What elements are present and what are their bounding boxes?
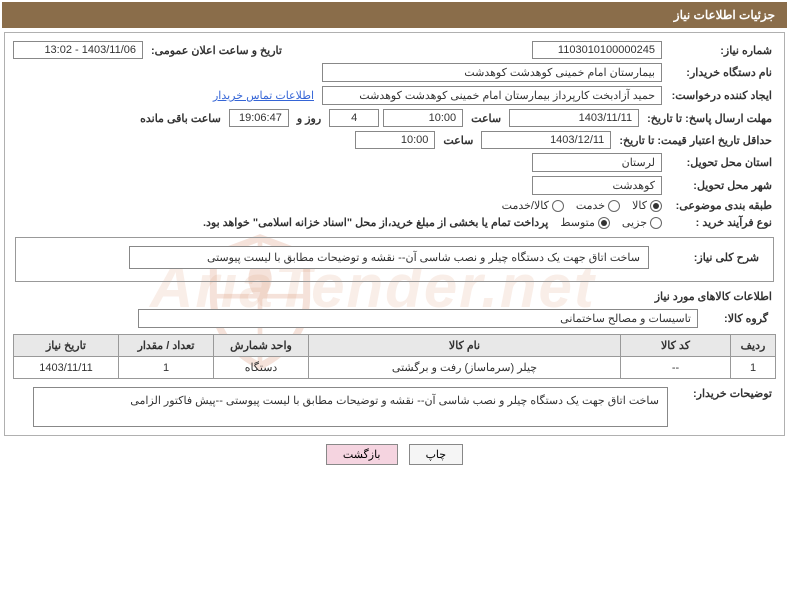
- resp-time-value: 10:00: [383, 109, 463, 127]
- resp-date-value: 1403/11/11: [509, 109, 639, 127]
- category-label: طبقه بندی موضوعی:: [666, 199, 776, 212]
- row-process-type: نوع فرآیند خرید : جزیی متوسط پرداخت تمام…: [13, 216, 776, 229]
- cell-name: چیلر (سرماساز) رفت و برگشتی: [309, 357, 621, 379]
- radio-medium[interactable]: متوسط: [560, 216, 610, 229]
- radio-goods[interactable]: کالا: [632, 199, 662, 212]
- row-need-number: شماره نیاز: 1103010100000245 تاریخ و ساع…: [13, 41, 776, 59]
- city-value: کوهدشت: [532, 176, 662, 195]
- panel-title: جزئیات اطلاعات نیاز: [674, 8, 775, 22]
- col-code: کد کالا: [621, 335, 731, 357]
- row-province: استان محل تحویل: لرستان: [13, 153, 776, 172]
- row-group: گروه کالا: تاسیسات و مصالح ساختمانی: [17, 309, 772, 328]
- table-row: 1 -- چیلر (سرماساز) رفت و برگشتی دستگاه …: [14, 357, 776, 379]
- radio-service[interactable]: خدمت: [576, 199, 620, 212]
- remarks-label: توضیحات خریدار:: [676, 387, 776, 400]
- radio-dot-icon: [608, 200, 620, 212]
- cell-code: --: [621, 357, 731, 379]
- requester-value: حمید آزادبخت کارپرداز بیمارستان امام خمی…: [322, 86, 662, 105]
- row-response-deadline: مهلت ارسال پاسخ: تا تاریخ: 1403/11/11 سا…: [13, 109, 776, 127]
- row-requester: ایجاد کننده درخواست: حمید آزادبخت کارپرد…: [13, 86, 776, 105]
- resp-time-label: ساعت: [467, 112, 505, 125]
- back-button[interactable]: بازگشت: [326, 444, 398, 465]
- goods-info-heading: اطلاعات کالاهای مورد نیاز: [17, 290, 772, 303]
- radio-dot-icon: [650, 200, 662, 212]
- row-category: طبقه بندی موضوعی: کالا خدمت کالا/خدمت: [13, 199, 776, 212]
- table-header-row: ردیف کد کالا نام کالا واحد شمارش تعداد /…: [14, 335, 776, 357]
- city-label: شهر محل تحویل:: [666, 179, 776, 192]
- category-radio-group: کالا خدمت کالا/خدمت: [502, 199, 662, 212]
- resp-deadline-label: مهلت ارسال پاسخ: تا تاریخ:: [643, 112, 776, 125]
- cell-qty: 1: [119, 357, 214, 379]
- group-label: گروه کالا:: [702, 312, 772, 325]
- col-date: تاریخ نیاز: [14, 335, 119, 357]
- requester-label: ایجاد کننده درخواست:: [666, 89, 776, 102]
- announce-date-value: 1403/11/06 - 13:02: [13, 41, 143, 59]
- desc-label: شرح کلی نیاز:: [653, 251, 763, 264]
- row-validity: حداقل تاریخ اعتبار قیمت: تا تاریخ: 1403/…: [13, 131, 776, 149]
- col-unit: واحد شمارش: [214, 335, 309, 357]
- col-row: ردیف: [731, 335, 776, 357]
- desc-value: ساخت اتاق جهت یک دستگاه چیلر و نصب شاسی …: [129, 246, 649, 269]
- col-qty: تعداد / مقدار: [119, 335, 214, 357]
- province-value: لرستان: [532, 153, 662, 172]
- buyer-value: بیمارستان امام خمینی کوهدشت کوهدشت: [322, 63, 662, 82]
- radio-small[interactable]: جزیی: [622, 216, 662, 229]
- validity-date-value: 1403/12/11: [481, 131, 611, 149]
- remarks-value: ساخت اتاق جهت یک دستگاه چیلر و نصب شاسی …: [33, 387, 668, 427]
- countdown-value: 19:06:47: [229, 109, 289, 127]
- announce-date-label: تاریخ و ساعت اعلان عمومی:: [147, 44, 286, 57]
- need-no-label: شماره نیاز:: [666, 44, 776, 57]
- radio-medium-label: متوسط: [560, 216, 595, 229]
- row-buyer: نام دستگاه خریدار: بیمارستان امام خمینی …: [13, 63, 776, 82]
- radio-small-label: جزیی: [622, 216, 647, 229]
- days-remaining-value: 4: [329, 109, 379, 127]
- buyer-contact-link[interactable]: اطلاعات تماس خریدار: [209, 89, 318, 102]
- validity-label: حداقل تاریخ اعتبار قیمت: تا تاریخ:: [615, 134, 776, 147]
- radio-dot-icon: [598, 217, 610, 229]
- province-label: استان محل تحویل:: [666, 156, 776, 169]
- process-label: نوع فرآیند خرید :: [666, 216, 776, 229]
- radio-dot-icon: [650, 217, 662, 229]
- row-city: شهر محل تحویل: کوهدشت: [13, 176, 776, 195]
- days-and-label: روز و: [293, 112, 325, 125]
- process-radio-group: جزیی متوسط: [560, 216, 662, 229]
- radio-service-label: خدمت: [576, 199, 605, 212]
- validity-time-value: 10:00: [355, 131, 435, 149]
- validity-time-label: ساعت: [439, 134, 477, 147]
- col-name: نام کالا: [309, 335, 621, 357]
- cell-row: 1: [731, 357, 776, 379]
- group-value: تاسیسات و مصالح ساختمانی: [138, 309, 698, 328]
- radio-both-label: کالا/خدمت: [502, 199, 549, 212]
- buyer-label: نام دستگاه خریدار:: [666, 66, 776, 79]
- description-box: شرح کلی نیاز: ساخت اتاق جهت یک دستگاه چی…: [15, 237, 774, 282]
- panel-header: جزئیات اطلاعات نیاز: [2, 2, 787, 28]
- row-remarks: توضیحات خریدار: ساخت اتاق جهت یک دستگاه …: [13, 387, 776, 427]
- radio-goods-label: کالا: [632, 199, 647, 212]
- remaining-label: ساعت باقی مانده: [136, 112, 225, 125]
- need-no-value: 1103010100000245: [532, 41, 662, 59]
- print-button[interactable]: چاپ: [409, 444, 464, 465]
- button-row: چاپ بازگشت: [0, 444, 789, 465]
- items-table: ردیف کد کالا نام کالا واحد شمارش تعداد /…: [13, 334, 776, 379]
- cell-unit: دستگاه: [214, 357, 309, 379]
- main-panel: شماره نیاز: 1103010100000245 تاریخ و ساع…: [4, 32, 785, 436]
- radio-both[interactable]: کالا/خدمت: [502, 199, 564, 212]
- process-note: پرداخت تمام یا بخشی از مبلغ خرید،از محل …: [203, 216, 556, 229]
- radio-dot-icon: [552, 200, 564, 212]
- cell-date: 1403/11/11: [14, 357, 119, 379]
